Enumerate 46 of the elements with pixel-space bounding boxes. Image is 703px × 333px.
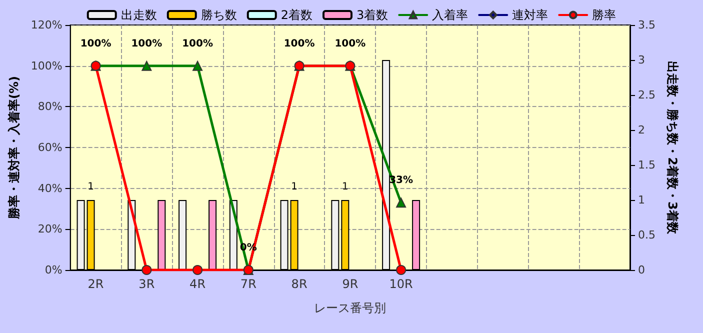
data-label: 100%: [182, 38, 213, 50]
point: [192, 265, 203, 275]
x-tick-label: 8R: [291, 277, 308, 291]
x-tick-label: 10R: [389, 277, 413, 291]
point: [142, 60, 152, 71]
data-label: 1: [291, 182, 298, 192]
data-label: 100%: [334, 38, 366, 50]
y2-axis-title: 出走数・勝ち数・2着数・3着数: [665, 61, 680, 235]
x-tick-label: 3R: [138, 277, 155, 291]
x-tick-label: 2R: [88, 277, 104, 291]
x-tick-label: 7R: [240, 277, 256, 291]
point: [396, 265, 406, 275]
y2-tick-label: 0: [638, 264, 645, 276]
y2-tick-label: 1.5: [638, 158, 656, 172]
legend-label: 2着数: [280, 8, 313, 22]
point: [192, 60, 203, 71]
y2-tick-label: 1: [638, 194, 645, 206]
data-label: 1: [342, 182, 348, 192]
x-tick-label: 9R: [342, 277, 358, 291]
data-label: 1: [88, 182, 94, 192]
x-tick-label: 4R: [190, 277, 206, 291]
y-tick-label: 80%: [38, 100, 62, 114]
y-tick-label: 40%: [38, 182, 62, 195]
legend-label: 勝率: [592, 8, 616, 22]
y2-tick-label: 2.5: [638, 88, 656, 102]
point: [142, 265, 152, 275]
y-tick-label: 60%: [38, 141, 62, 154]
y2-tick-label: 2: [638, 124, 645, 136]
data-label: 100%: [284, 38, 315, 50]
y2-tick-label: 3: [638, 54, 645, 66]
legend-label: 3着数: [356, 8, 388, 22]
y-tick-label: 120%: [30, 18, 62, 32]
y2-tick-label: 0.5: [638, 228, 656, 242]
legend-label: 入着率: [432, 8, 468, 22]
data-label: 100%: [131, 38, 162, 50]
legend-label: 連対率: [512, 8, 548, 22]
y-tick-label: 100%: [30, 59, 62, 72]
legend-label: 勝ち数: [200, 8, 237, 22]
y-axis-title: 勝率・連対率・入着率(%): [7, 76, 21, 220]
point: [396, 198, 406, 208]
y2-tick-label: 3.5: [638, 18, 656, 32]
data-label: 100%: [80, 38, 112, 50]
x-axis-title: レース番号別: [314, 301, 386, 315]
y-tick-label: 20%: [38, 222, 62, 236]
legend-label: 出走数: [120, 8, 157, 22]
y-tick-label: 0%: [44, 264, 62, 276]
